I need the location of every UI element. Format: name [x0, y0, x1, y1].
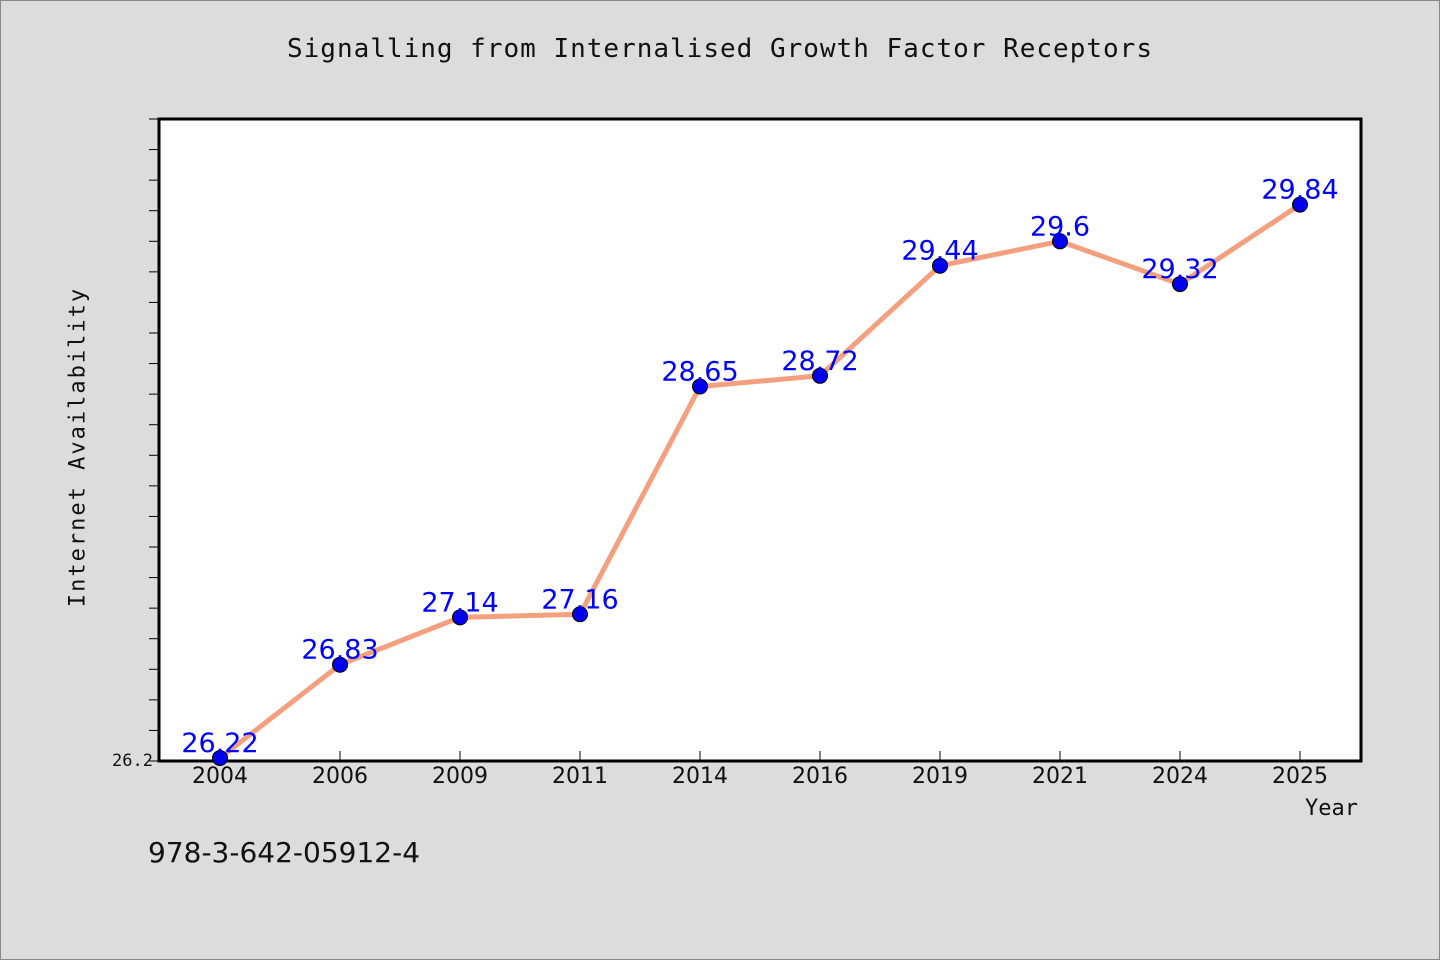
- data-label: 27.16: [541, 584, 618, 615]
- x-tick-label: 2021: [1032, 764, 1088, 789]
- y-tick-label: 26.2: [112, 751, 153, 771]
- x-tick-label: 2006: [312, 764, 368, 789]
- data-point: [1292, 196, 1308, 213]
- data-point: [932, 257, 948, 274]
- data-point: [332, 656, 348, 673]
- x-tick-label: 2024: [1152, 764, 1208, 789]
- data-label: 29.6: [1030, 211, 1090, 242]
- x-tick-label: 2025: [1272, 764, 1328, 789]
- data-label: 29.84: [1261, 175, 1338, 206]
- data-label: 28.72: [781, 346, 858, 377]
- data-point: [212, 749, 228, 766]
- data-label: 28.65: [661, 357, 738, 388]
- x-tick-label: 2009: [432, 764, 488, 789]
- chart-title: Signalling from Internalised Growth Fact…: [287, 34, 1153, 64]
- x-tick-label: 2016: [792, 764, 848, 789]
- x-tick-label: 2019: [912, 764, 968, 789]
- data-label: 26.83: [301, 635, 378, 666]
- x-tick-label: 2014: [672, 764, 728, 789]
- data-point: [572, 606, 588, 623]
- data-point: [452, 609, 468, 626]
- x-tick-label: 2011: [552, 764, 608, 789]
- data-label: 29.44: [901, 236, 978, 267]
- series-line: [217, 202, 1303, 761]
- isbn-text: 978-3-642-05912-4: [148, 836, 421, 869]
- data-point: [1172, 276, 1188, 293]
- data-point: [1052, 233, 1068, 250]
- x-tick-label: 2004: [192, 764, 248, 789]
- data-point: [812, 367, 828, 384]
- data-label: 29.32: [1141, 254, 1218, 285]
- plot-area: [157, 117, 1363, 763]
- data-point: [692, 378, 708, 395]
- data-label: 26.22: [181, 728, 258, 759]
- y-axis-label: Internet Availability: [65, 286, 91, 608]
- data-label: 27.14: [421, 587, 498, 618]
- x-axis-label: Year: [1305, 796, 1358, 821]
